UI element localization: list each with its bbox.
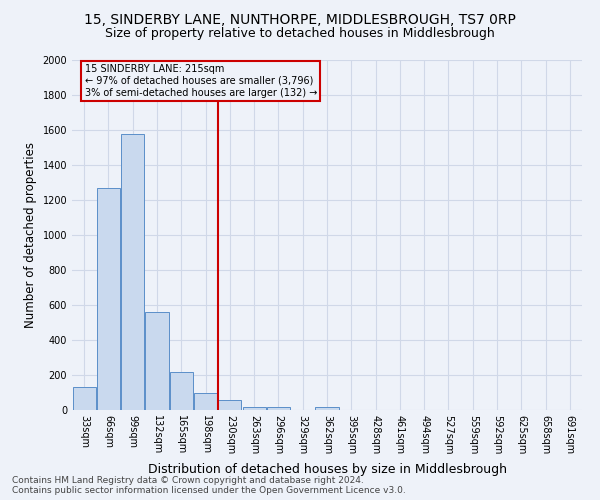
- Y-axis label: Number of detached properties: Number of detached properties: [24, 142, 37, 328]
- Bar: [170, 372, 193, 410]
- Text: Contains HM Land Registry data © Crown copyright and database right 2024.
Contai: Contains HM Land Registry data © Crown c…: [12, 476, 406, 495]
- Text: Size of property relative to detached houses in Middlesbrough: Size of property relative to detached ho…: [105, 28, 495, 40]
- Text: 15, SINDERBY LANE, NUNTHORPE, MIDDLESBROUGH, TS7 0RP: 15, SINDERBY LANE, NUNTHORPE, MIDDLESBRO…: [84, 12, 516, 26]
- X-axis label: Distribution of detached houses by size in Middlesbrough: Distribution of detached houses by size …: [148, 462, 506, 475]
- Bar: [316, 408, 338, 410]
- Bar: [194, 392, 217, 410]
- Bar: [267, 408, 290, 410]
- Bar: [73, 387, 95, 410]
- Text: 15 SINDERBY LANE: 215sqm
← 97% of detached houses are smaller (3,796)
3% of semi: 15 SINDERBY LANE: 215sqm ← 97% of detach…: [85, 64, 317, 98]
- Bar: [121, 134, 144, 410]
- Bar: [97, 188, 120, 410]
- Bar: [218, 400, 241, 410]
- Bar: [145, 312, 169, 410]
- Bar: [242, 406, 266, 410]
